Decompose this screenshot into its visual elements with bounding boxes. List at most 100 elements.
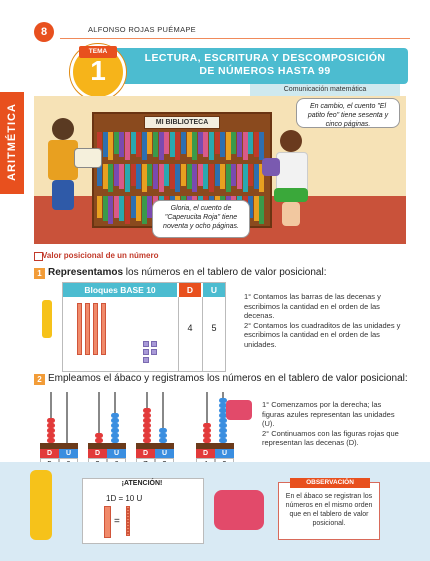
abacus-base (40, 443, 78, 449)
bead-units (159, 428, 167, 433)
book (220, 164, 226, 189)
book (231, 132, 237, 154)
book (119, 164, 125, 189)
book (113, 132, 119, 154)
bead-units (159, 433, 167, 438)
unit-cube (143, 349, 149, 355)
unit-cube (143, 341, 149, 347)
book (175, 132, 181, 160)
library-illustration: MI BIBLIOTECA Gloria, el cuento de "Cape… (34, 96, 406, 244)
step-2-text: Empleamos el ábaco y registramos los núm… (48, 373, 408, 384)
abacus-u-label: U (59, 449, 78, 459)
observacion-text: En el ábaco se registran los números en … (285, 493, 373, 527)
book (141, 164, 147, 192)
book (108, 164, 114, 192)
book (141, 196, 147, 224)
tema-number: 1 (90, 55, 106, 86)
unit-cubes (126, 506, 136, 538)
bead-units (219, 398, 227, 403)
book (119, 132, 125, 157)
girl-skirt (274, 188, 308, 202)
bead-units (219, 418, 227, 423)
abacus-d-label: D (136, 449, 155, 459)
abacus-u-label: U (107, 449, 126, 459)
book (136, 164, 142, 189)
value-d: 4 (187, 323, 193, 333)
atencion-title: ¡ATENCIÓN! (121, 480, 163, 487)
observacion-box (278, 482, 380, 540)
book (164, 164, 170, 186)
step-2-note-1: 1° Comenzamos por la derecha; las figura… (262, 400, 395, 428)
girl-figure (280, 130, 302, 152)
book (108, 132, 114, 160)
unit-cube (126, 527, 130, 530)
book (197, 132, 203, 154)
book (237, 164, 242, 189)
library-sign: MI BIBLIOTECA (144, 116, 220, 129)
book (147, 164, 153, 186)
bead-units (219, 413, 227, 418)
book (209, 132, 214, 160)
boy-legs (52, 180, 74, 210)
section-title: Valor posicional de un número (42, 251, 159, 260)
bead-tens (143, 408, 151, 413)
book (102, 196, 108, 221)
ten-bar (101, 303, 106, 355)
step-2-note-2: 2° Continuamos con las figuras rojas que… (262, 428, 399, 448)
book (97, 132, 102, 154)
book (175, 164, 181, 192)
book (141, 132, 147, 160)
book (220, 132, 226, 157)
book (253, 164, 259, 189)
book (248, 196, 254, 218)
book (153, 164, 158, 189)
bead-tens (203, 438, 211, 443)
pencil-mascot-icon (30, 470, 52, 540)
title-bar (90, 48, 408, 84)
bead-tens (95, 438, 103, 443)
abacus-u-label: U (155, 449, 174, 459)
book (113, 196, 119, 218)
ten-bar (85, 303, 90, 355)
book (147, 132, 153, 154)
bead-units (111, 418, 119, 423)
bead-units (111, 438, 119, 443)
step-1-rest: los números en el tablero de valor posic… (123, 267, 327, 278)
unit-cube (126, 506, 130, 509)
ten-bar (93, 303, 98, 355)
book (248, 164, 254, 186)
bead-tens (143, 438, 151, 443)
ten-bar (77, 303, 82, 355)
book (136, 196, 142, 221)
girl-book (262, 158, 280, 176)
unit-cube (126, 530, 130, 533)
bead-tens (143, 413, 151, 418)
unit-cube (143, 357, 149, 363)
bead-units (111, 423, 119, 428)
speech-bubble-right: En cambio, el cuento "El patito feo" tie… (296, 98, 400, 128)
bead-units (219, 433, 227, 438)
book (169, 132, 175, 157)
book (259, 132, 265, 160)
bead-units (219, 408, 227, 413)
bead-units (111, 413, 119, 418)
book (158, 164, 164, 192)
book (102, 164, 108, 189)
step-1-number: 1 (34, 268, 45, 279)
book (153, 132, 158, 157)
bead-tens (143, 423, 151, 428)
equals-icon: = (114, 516, 120, 527)
bead-tens (203, 423, 211, 428)
tema-label: TEMA (79, 46, 117, 58)
book (259, 196, 265, 224)
boy-book (74, 148, 102, 168)
boy-body (48, 140, 78, 180)
step-2-notes: 1° Comenzamos por la derecha; las figura… (262, 400, 402, 448)
author-name: ALFONSO ROJAS PUÉMAPE (88, 25, 196, 34)
book (102, 132, 108, 157)
page-title: LECTURA, ESCRITURA Y DESCOMPOSICIÓN DE N… (130, 52, 400, 78)
bead-tens (47, 438, 55, 443)
abacus-rod (66, 392, 68, 444)
value-u: 5 (211, 323, 217, 333)
book (248, 132, 254, 154)
